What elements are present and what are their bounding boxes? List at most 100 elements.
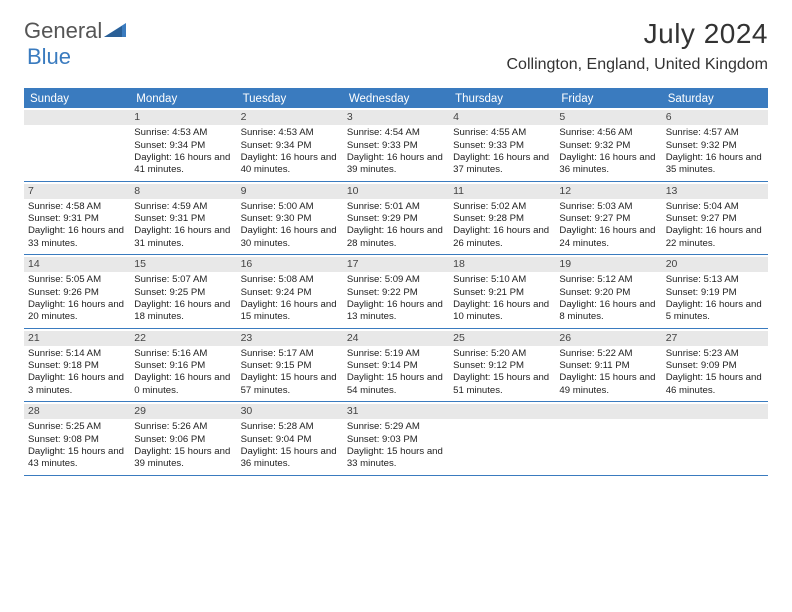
day-info-line: Daylight: 16 hours and 15 minutes. — [241, 299, 339, 324]
day-number-row: 22 — [130, 331, 236, 346]
day-info-line: Daylight: 16 hours and 8 minutes. — [559, 299, 657, 324]
day-info-line: Daylight: 16 hours and 5 minutes. — [666, 299, 764, 324]
day-number-row: 26 — [555, 331, 661, 346]
title-block: July 2024 Collington, England, United Ki… — [507, 18, 769, 74]
day-number-row: 9 — [237, 184, 343, 199]
day-number-row: 7 — [24, 184, 130, 199]
day-info-line: Sunrise: 5:29 AM — [347, 421, 445, 433]
day-cell: 1Sunrise: 4:53 AMSunset: 9:34 PMDaylight… — [130, 108, 236, 181]
day-number-row: 11 — [449, 184, 555, 199]
weeks-container: 1Sunrise: 4:53 AMSunset: 9:34 PMDaylight… — [24, 108, 768, 476]
logo-text-general: General — [24, 18, 102, 44]
day-info-line: Sunset: 9:31 PM — [28, 213, 126, 225]
day-info-line: Daylight: 15 hours and 36 minutes. — [241, 446, 339, 471]
day-cell — [555, 402, 661, 475]
day-cell: 15Sunrise: 5:07 AMSunset: 9:25 PMDayligh… — [130, 255, 236, 328]
day-info-line: Daylight: 16 hours and 30 minutes. — [241, 225, 339, 250]
logo: General — [24, 18, 126, 44]
day-cell: 18Sunrise: 5:10 AMSunset: 9:21 PMDayligh… — [449, 255, 555, 328]
day-cell: 4Sunrise: 4:55 AMSunset: 9:33 PMDaylight… — [449, 108, 555, 181]
day-number: 3 — [347, 111, 353, 124]
day-cell: 11Sunrise: 5:02 AMSunset: 9:28 PMDayligh… — [449, 182, 555, 255]
day-info-line: Sunset: 9:30 PM — [241, 213, 339, 225]
day-info-line: Sunset: 9:32 PM — [666, 140, 764, 152]
weekday-friday: Friday — [555, 90, 661, 108]
header: General July 2024 Collington, England, U… — [0, 0, 792, 80]
day-number-row: 17 — [343, 257, 449, 272]
day-info-line: Sunset: 9:34 PM — [134, 140, 232, 152]
day-info-line: Sunrise: 5:26 AM — [134, 421, 232, 433]
day-info-line: Sunset: 9:31 PM — [134, 213, 232, 225]
day-info-line: Sunset: 9:16 PM — [134, 360, 232, 372]
day-number-row: 18 — [449, 257, 555, 272]
day-info-line: Sunset: 9:18 PM — [28, 360, 126, 372]
day-info-line: Sunrise: 5:08 AM — [241, 274, 339, 286]
day-number: 31 — [347, 405, 359, 418]
day-info-line: Daylight: 15 hours and 33 minutes. — [347, 446, 445, 471]
day-number-row: 12 — [555, 184, 661, 199]
week-row: 28Sunrise: 5:25 AMSunset: 9:08 PMDayligh… — [24, 402, 768, 476]
day-number: 26 — [559, 332, 571, 345]
day-info-line: Sunset: 9:27 PM — [666, 213, 764, 225]
day-info-line: Sunset: 9:21 PM — [453, 287, 551, 299]
weekday-wednesday: Wednesday — [343, 90, 449, 108]
day-cell: 6Sunrise: 4:57 AMSunset: 9:32 PMDaylight… — [662, 108, 768, 181]
day-number: 4 — [453, 111, 459, 124]
day-cell: 13Sunrise: 5:04 AMSunset: 9:27 PMDayligh… — [662, 182, 768, 255]
day-info-line: Sunrise: 4:58 AM — [28, 201, 126, 213]
day-cell: 12Sunrise: 5:03 AMSunset: 9:27 PMDayligh… — [555, 182, 661, 255]
day-number: 24 — [347, 332, 359, 345]
day-info-line: Sunset: 9:08 PM — [28, 434, 126, 446]
day-info-line: Sunrise: 5:01 AM — [347, 201, 445, 213]
day-info-line: Sunrise: 5:17 AM — [241, 348, 339, 360]
day-info-line: Sunset: 9:14 PM — [347, 360, 445, 372]
day-info-line: Sunset: 9:06 PM — [134, 434, 232, 446]
day-info-line: Sunrise: 5:23 AM — [666, 348, 764, 360]
day-info-line: Sunset: 9:25 PM — [134, 287, 232, 299]
day-info-line: Daylight: 16 hours and 20 minutes. — [28, 299, 126, 324]
day-info-line: Sunrise: 5:04 AM — [666, 201, 764, 213]
day-info-line: Daylight: 16 hours and 36 minutes. — [559, 152, 657, 177]
day-number-row: 6 — [662, 110, 768, 125]
day-info-line: Daylight: 16 hours and 22 minutes. — [666, 225, 764, 250]
day-info-line: Sunset: 9:20 PM — [559, 287, 657, 299]
day-info-line: Daylight: 15 hours and 51 minutes. — [453, 372, 551, 397]
day-number-row: 29 — [130, 404, 236, 419]
weekday-thursday: Thursday — [449, 90, 555, 108]
day-number-row: 31 — [343, 404, 449, 419]
day-number: 27 — [666, 332, 678, 345]
day-cell — [662, 402, 768, 475]
day-cell: 22Sunrise: 5:16 AMSunset: 9:16 PMDayligh… — [130, 329, 236, 402]
day-number-row: 15 — [130, 257, 236, 272]
week-row: 1Sunrise: 4:53 AMSunset: 9:34 PMDaylight… — [24, 108, 768, 182]
day-info-line: Sunset: 9:11 PM — [559, 360, 657, 372]
day-info-line: Sunrise: 4:54 AM — [347, 127, 445, 139]
day-info-line: Sunset: 9:26 PM — [28, 287, 126, 299]
logo-triangle-icon — [104, 21, 126, 42]
weekday-tuesday: Tuesday — [237, 90, 343, 108]
day-info-line: Sunrise: 5:25 AM — [28, 421, 126, 433]
day-info-line: Sunrise: 5:13 AM — [666, 274, 764, 286]
day-info-line: Sunset: 9:33 PM — [347, 140, 445, 152]
day-number-row: 3 — [343, 110, 449, 125]
day-info-line: Sunset: 9:24 PM — [241, 287, 339, 299]
day-info-line: Daylight: 16 hours and 10 minutes. — [453, 299, 551, 324]
day-info-line: Sunrise: 4:56 AM — [559, 127, 657, 139]
day-cell: 27Sunrise: 5:23 AMSunset: 9:09 PMDayligh… — [662, 329, 768, 402]
day-info-line: Daylight: 16 hours and 24 minutes. — [559, 225, 657, 250]
day-cell: 8Sunrise: 4:59 AMSunset: 9:31 PMDaylight… — [130, 182, 236, 255]
day-info-line: Daylight: 16 hours and 37 minutes. — [453, 152, 551, 177]
day-number: 8 — [134, 185, 140, 198]
day-cell: 23Sunrise: 5:17 AMSunset: 9:15 PMDayligh… — [237, 329, 343, 402]
day-info-line: Sunrise: 5:07 AM — [134, 274, 232, 286]
week-row: 21Sunrise: 5:14 AMSunset: 9:18 PMDayligh… — [24, 329, 768, 403]
day-info-line: Sunrise: 5:14 AM — [28, 348, 126, 360]
day-info-line: Sunrise: 5:16 AM — [134, 348, 232, 360]
day-info-line: Sunset: 9:29 PM — [347, 213, 445, 225]
day-info-line: Daylight: 16 hours and 40 minutes. — [241, 152, 339, 177]
day-number-row — [662, 404, 768, 419]
day-info-line: Daylight: 15 hours and 54 minutes. — [347, 372, 445, 397]
day-info-line: Sunset: 9:19 PM — [666, 287, 764, 299]
day-info-line: Daylight: 15 hours and 46 minutes. — [666, 372, 764, 397]
day-number: 23 — [241, 332, 253, 345]
